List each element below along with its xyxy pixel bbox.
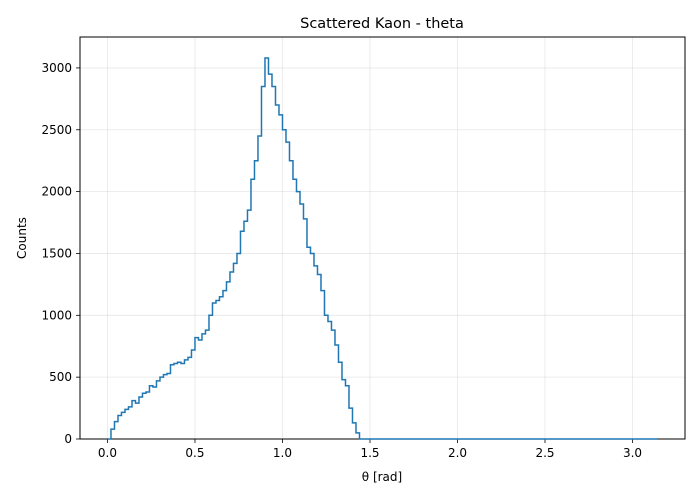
y-tick-label: 1500 — [41, 246, 72, 260]
y-tick-label: 3000 — [41, 61, 72, 75]
grid-lines — [80, 37, 685, 440]
x-tick-label: 1.5 — [360, 446, 379, 460]
y-tick-label: 2500 — [41, 123, 72, 137]
x-tick-label: 1.0 — [273, 446, 292, 460]
chart-title: Scattered Kaon - theta — [300, 16, 464, 32]
x-tick-label: 2.0 — [448, 446, 467, 460]
y-tick-label: 1000 — [41, 308, 72, 322]
y-axis-ticks: 0 500 1000 1500 2000 2500 3000 — [41, 61, 80, 446]
x-tick-label: 0.5 — [185, 446, 204, 460]
x-axis-label: θ [rad] — [362, 470, 402, 484]
series-step-line — [107, 57, 657, 440]
x-tick-label: 3.0 — [623, 446, 642, 460]
y-tick-label: 2000 — [41, 185, 72, 199]
x-axis-ticks: 0.0 0.5 1.0 1.5 2.0 2.5 3.0 — [98, 439, 642, 460]
y-tick-label: 500 — [49, 370, 72, 384]
y-axis-label: Counts — [15, 217, 29, 259]
x-tick-label: 2.5 — [535, 446, 554, 460]
y-tick-label: 0 — [64, 432, 72, 446]
x-tick-label: 0.0 — [98, 446, 117, 460]
